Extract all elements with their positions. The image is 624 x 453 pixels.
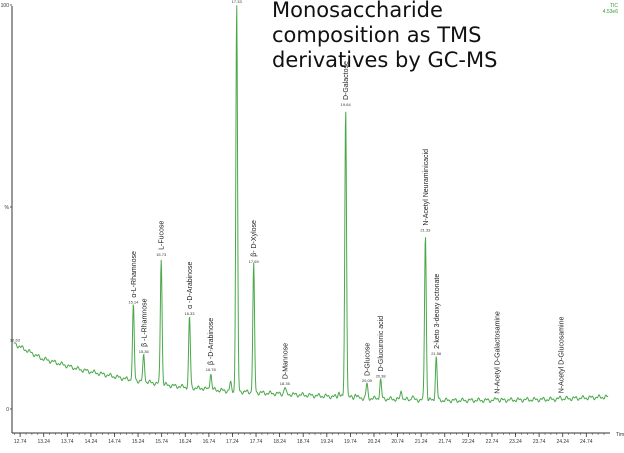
peak-rt-label: 18.35 xyxy=(280,381,291,386)
peak-name-label: D-Mannose xyxy=(282,343,289,379)
x-tick-label: 20.24 xyxy=(368,439,381,445)
x-tick-label: 15.24 xyxy=(132,439,145,445)
peak-name-label: N-Acetyl D-Glucosamine xyxy=(558,317,565,394)
y-tick-label: % xyxy=(5,205,10,211)
x-tick-label: 19.24 xyxy=(321,439,334,445)
peak-name-label: 2-keto 3-deoxy octonate xyxy=(434,274,441,349)
x-tick-label: 18.24 xyxy=(273,439,286,445)
peak-name-label: D-Glucose xyxy=(364,343,371,376)
x-tick-label: 13.74 xyxy=(61,439,74,445)
peak-rt-label: 21.33 xyxy=(420,228,431,233)
peak-name-label: D-Galactose xyxy=(343,61,350,100)
x-axis-title: Time xyxy=(616,432,624,438)
peak-name-label: α -D-Arabinose xyxy=(187,262,194,309)
x-tick-label: 16.74 xyxy=(203,439,216,445)
peak-rt-label: 19.64 xyxy=(341,102,352,107)
peak-rt-label: 20.38 xyxy=(376,374,387,379)
title-line-2: composition as TMS xyxy=(272,23,482,47)
x-tick-label: 20.74 xyxy=(391,439,404,445)
x-tick-label: 24.74 xyxy=(580,439,593,445)
x-tick-label: 19.74 xyxy=(344,439,357,445)
peak-name-label: D-Glucuronic acid xyxy=(378,316,385,372)
x-tick-label: 17.74 xyxy=(250,439,263,445)
peak-rt-label: 21.56 xyxy=(431,351,442,356)
detector-intensity: 4.53e6 xyxy=(602,9,618,15)
peak-name-label: β- D-Xylose xyxy=(251,220,258,257)
x-tick-label: 18.74 xyxy=(297,439,310,445)
x-tick-label: 21.74 xyxy=(438,439,451,445)
peak-name-label: N-Acetyl D-Galactosamine xyxy=(495,311,502,394)
detector-label: TIC 4.53e6 xyxy=(603,3,618,15)
x-tick-label: 15.74 xyxy=(155,439,168,445)
x-tick-label: 23.24 xyxy=(509,439,522,445)
chromatogram-trace xyxy=(13,5,609,404)
peak-name-label: α-L-Rhamnose xyxy=(131,251,138,298)
x-tick-label: 24.24 xyxy=(556,439,569,445)
peak-name-label: β -D-Arabinose xyxy=(208,318,215,365)
peak-rt-label: 17.69 xyxy=(249,259,260,264)
x-tick-label: 17.24 xyxy=(226,439,239,445)
peak-name-label: N-Acetyl Neuraminicacid xyxy=(423,149,430,226)
peak-rt-label: 12.63 xyxy=(10,338,21,343)
peak-name-label: L-Fucose xyxy=(159,221,166,250)
peak-rt-label: 20.09 xyxy=(362,378,373,383)
title-line-1: Monosaccharide xyxy=(272,0,443,22)
peak-rt-label: 16.33 xyxy=(185,311,196,316)
peak-rt-label: 15.73 xyxy=(156,252,167,257)
x-tick-label: 13.24 xyxy=(37,439,50,445)
peak-rt-label: 17.33 xyxy=(232,0,243,4)
peak-rt-label: 15.36 xyxy=(139,349,150,354)
x-tick-label: 12.74 xyxy=(14,439,27,445)
x-tick-label: 23.74 xyxy=(533,439,546,445)
y-tick-label: 0 xyxy=(6,407,9,413)
peak-rt-label: 15.14 xyxy=(128,300,139,305)
x-tick-label: 22.74 xyxy=(486,439,499,445)
x-tick-label: 14.74 xyxy=(108,439,121,445)
chart-title: Monosaccharide composition as TMS deriva… xyxy=(272,0,562,73)
detector-mode: TIC xyxy=(609,3,618,9)
y-tick-label: 100 xyxy=(1,3,10,9)
peak-name-label: β -L-Rhamnose xyxy=(141,298,148,346)
x-tick-label: 22.24 xyxy=(462,439,475,445)
x-tick-label: 16.24 xyxy=(179,439,192,445)
x-tick-label: 21.24 xyxy=(415,439,428,445)
peak-rt-label: 16.78 xyxy=(206,367,217,372)
x-tick-label: 14.24 xyxy=(85,439,98,445)
title-line-3: derivatives by GC-MS xyxy=(272,48,498,72)
